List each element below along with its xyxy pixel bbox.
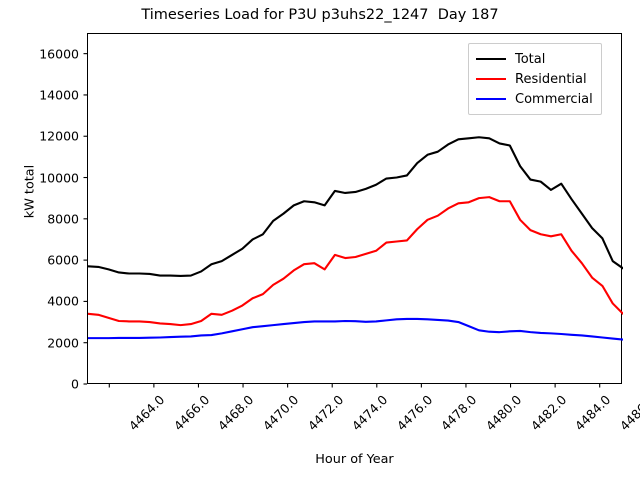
x-tick-label: 4482.0 <box>527 392 569 434</box>
x-tick-label: 4474.0 <box>349 392 391 434</box>
y-tick-label: 14000 <box>39 87 79 103</box>
x-tick-label: 4486.0 <box>616 392 640 434</box>
x-tick-label: 4468.0 <box>215 392 257 434</box>
x-tick-label: 4472.0 <box>304 392 346 434</box>
series-lines <box>88 136 623 341</box>
legend-label: Total <box>515 51 546 67</box>
y-tick-label: 6000 <box>47 252 79 268</box>
y-tick-label: 4000 <box>47 293 79 309</box>
x-tick-label: 4480.0 <box>482 392 525 434</box>
y-tick-label: 12000 <box>39 128 79 144</box>
legend-color-swatch <box>476 58 506 60</box>
x-tick-label: 4464.0 <box>126 392 168 434</box>
legend-item: Residential <box>476 69 593 89</box>
x-axis-label: Hour of Year <box>315 452 394 467</box>
series-line-residential <box>88 196 623 327</box>
legend-label: Commercial <box>515 91 593 107</box>
x-tick-label: 4466.0 <box>170 392 213 434</box>
y-tick-label: 2000 <box>47 335 79 351</box>
x-tick-label: 4478.0 <box>438 392 480 434</box>
series-line-commercial <box>88 317 623 341</box>
x-tick-label: 4470.0 <box>259 392 302 434</box>
legend-item: Total <box>476 49 593 69</box>
series-line-total <box>88 136 623 278</box>
y-tick-label: 16000 <box>39 46 79 62</box>
legend-color-swatch <box>476 98 506 100</box>
x-tick-label: 4484.0 <box>571 392 614 434</box>
chart-title: Timeseries Load for P3U p3uhs22_1247 Day… <box>141 7 499 23</box>
legend-item: Commercial <box>476 89 593 109</box>
legend-label: Residential <box>515 71 587 87</box>
legend-color-swatch <box>476 78 506 80</box>
y-tick-label: 8000 <box>47 211 79 227</box>
y-axis-tick-labels: 0 2000 4000 6000 8000 10000 12000 14000 16000 <box>0 33 79 391</box>
y-tick-label: 0 <box>71 376 79 392</box>
y-tick-label: 10000 <box>39 170 79 185</box>
x-tick-label: 4476.0 <box>393 392 436 434</box>
chart-legend: Total Residential Commercial <box>468 43 602 115</box>
